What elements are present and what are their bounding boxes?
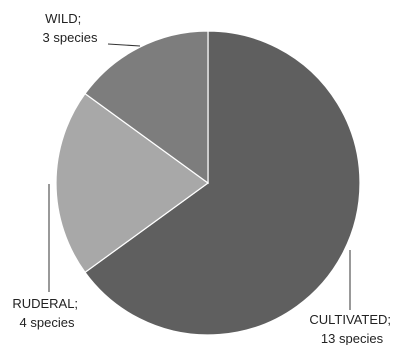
slice-category-ruderal: RUDERAL; xyxy=(12,296,78,311)
slice-category-wild: WILD; xyxy=(45,11,81,26)
pie-slice-ruderal xyxy=(55,92,210,274)
pie-slice-wild xyxy=(84,30,209,185)
slice-value-ruderal: 4 species xyxy=(20,315,75,330)
slice-label-cultivated: CULTIVATED; 13 species xyxy=(309,312,394,345)
pie-slices xyxy=(55,30,361,336)
slice-label-ruderal: RUDERAL; 4 species xyxy=(12,296,81,330)
slice-label-wild: WILD; 3 species xyxy=(43,11,98,45)
slice-value-cultivated: 13 species xyxy=(321,331,384,345)
slice-value-wild: 3 species xyxy=(43,30,98,45)
slice-category-cultivated: CULTIVATED; xyxy=(309,312,391,327)
pie-slice-cultivated xyxy=(84,30,361,336)
leader-line-wild xyxy=(107,43,141,47)
leader-lines xyxy=(48,43,351,310)
